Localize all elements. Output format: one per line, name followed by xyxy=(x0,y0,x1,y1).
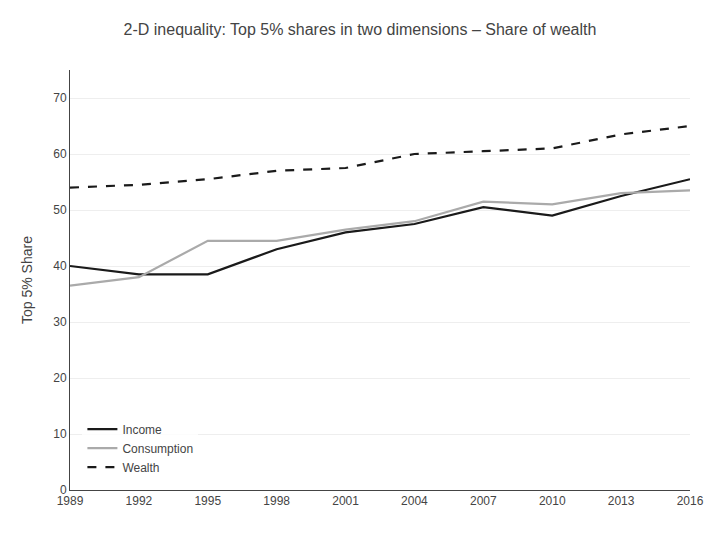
svg-text:70: 70 xyxy=(53,91,67,105)
svg-text:Consumption: Consumption xyxy=(122,442,193,456)
svg-text:Wealth: Wealth xyxy=(122,461,159,475)
svg-text:Income: Income xyxy=(122,423,162,437)
svg-text:60: 60 xyxy=(53,147,67,161)
svg-text:Top 5% Share: Top 5% Share xyxy=(19,236,35,324)
svg-text:2010: 2010 xyxy=(539,494,566,508)
svg-text:2004: 2004 xyxy=(401,494,428,508)
svg-text:10: 10 xyxy=(53,427,67,441)
svg-text:30: 30 xyxy=(53,315,67,329)
svg-text:1992: 1992 xyxy=(126,494,153,508)
svg-text:2-D inequality: Top 5% shares: 2-D inequality: Top 5% shares in two dim… xyxy=(124,21,597,38)
svg-text:2007: 2007 xyxy=(470,494,497,508)
svg-text:50: 50 xyxy=(53,203,67,217)
svg-text:2016: 2016 xyxy=(677,494,704,508)
svg-text:1995: 1995 xyxy=(194,494,221,508)
svg-text:1998: 1998 xyxy=(263,494,290,508)
svg-text:2013: 2013 xyxy=(608,494,635,508)
svg-text:0: 0 xyxy=(60,483,67,497)
svg-text:2001: 2001 xyxy=(332,494,359,508)
svg-text:1989: 1989 xyxy=(57,494,84,508)
svg-text:20: 20 xyxy=(53,371,67,385)
svg-text:40: 40 xyxy=(53,259,67,273)
